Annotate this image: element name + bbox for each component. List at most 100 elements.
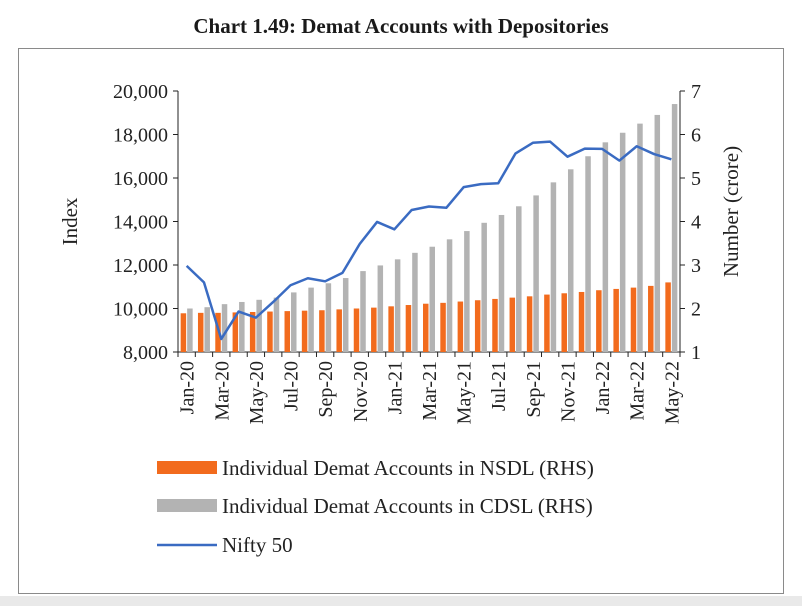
nsdl-bar <box>648 285 654 352</box>
axes-layer <box>173 90 685 357</box>
nsdl-bar <box>405 305 412 352</box>
nsdl-bar <box>301 310 308 352</box>
nsdl-bar <box>509 297 516 352</box>
cdsl-bar <box>187 308 193 352</box>
x-tick-label: Mar-22 <box>627 361 649 421</box>
nsdl-bar <box>353 308 360 352</box>
x-tick-label: Nov-21 <box>557 361 579 422</box>
nsdl-bar <box>440 302 446 352</box>
chart-frame <box>18 48 784 594</box>
legend-label: Individual Demat Accounts in CDSL (RHS) <box>222 494 593 518</box>
right-tick-label: 5 <box>691 168 701 190</box>
legend-swatch <box>157 461 217 474</box>
cdsl-bar <box>446 239 453 352</box>
legend-layer: Individual Demat Accounts in NSDL (RHS) I… <box>157 456 594 557</box>
nsdl-bar <box>492 298 498 352</box>
x-tick-label: Mar-20 <box>211 361 233 421</box>
x-tick-label: Jul-21 <box>488 361 510 411</box>
nsdl-bar <box>596 290 602 352</box>
cdsl-bar <box>464 231 470 352</box>
nsdl-bar <box>371 307 377 352</box>
right-tick-label: 3 <box>691 255 701 277</box>
cdsl-bar <box>308 287 314 352</box>
left-tick-label: 8,000 <box>123 342 168 364</box>
nsdl-bar <box>284 311 291 352</box>
x-tick-label: May-20 <box>246 361 268 424</box>
cdsl-bar <box>516 206 522 352</box>
x-tick-label: Mar-21 <box>419 361 441 421</box>
chart-title: Chart 1.49: Demat Accounts with Deposito… <box>193 14 609 38</box>
x-tick-label: Jul-20 <box>281 361 303 411</box>
cdsl-bar <box>342 278 349 352</box>
left-tick-label: 16,000 <box>113 168 168 190</box>
cdsl-bar <box>671 104 678 352</box>
cdsl-bar <box>394 259 401 352</box>
nsdl-bar <box>526 296 533 352</box>
legend-label: Nifty 50 <box>222 533 293 557</box>
nsdl-bar <box>267 311 273 352</box>
cdsl-bar <box>273 297 280 352</box>
x-tick-label: May-21 <box>454 361 476 424</box>
right-tick-label: 6 <box>691 125 701 147</box>
nsdl-bar <box>578 291 585 352</box>
cdsl-bar <box>377 265 384 352</box>
legend-swatch <box>157 499 217 512</box>
x-tick-label: Sep-21 <box>523 361 545 418</box>
left-tick-label: 10,000 <box>113 299 168 321</box>
cdsl-bar <box>585 156 591 352</box>
nsdl-bar <box>457 301 464 352</box>
cdsl-bar <box>256 299 262 352</box>
left-tick-label: 12,000 <box>113 255 168 277</box>
labels-layer: 8,000 10,000 12,000 14,000 16,000 18,000 20,00… <box>58 81 743 424</box>
bottom-strip <box>0 596 802 606</box>
cdsl-bar <box>239 301 245 352</box>
cdsl-bar <box>550 182 557 352</box>
cdsl-bar <box>533 195 539 352</box>
cdsl-bar <box>567 169 574 352</box>
cdsl-bar <box>429 246 435 352</box>
cdsl-bar <box>498 214 505 352</box>
right-tick-label: 1 <box>691 342 701 364</box>
nsdl-bar <box>336 309 342 352</box>
y-axis-left-label: Index <box>58 197 82 245</box>
cdsl-bar <box>602 142 609 352</box>
x-tick-label: Jan-21 <box>384 361 406 414</box>
right-tick-label: 2 <box>691 299 701 321</box>
legend-label: Individual Demat Accounts in NSDL (RHS) <box>222 456 594 480</box>
nsdl-bar <box>613 288 619 352</box>
x-tick-label: Sep-20 <box>315 361 337 418</box>
nsdl-bar <box>197 312 204 352</box>
cdsl-bar <box>412 252 418 352</box>
cdsl-bar <box>360 271 366 352</box>
left-tick-label: 18,000 <box>113 125 168 147</box>
nsdl-bar <box>665 282 671 352</box>
cdsl-bar <box>291 292 297 352</box>
cdsl-bar <box>654 114 661 352</box>
y-axis-right-label: Number (crore) <box>719 146 743 277</box>
right-tick-label: 7 <box>691 81 701 103</box>
x-tick-label: Jan-22 <box>592 361 614 414</box>
x-tick-label: Jan-20 <box>177 361 199 414</box>
bars-layer <box>180 104 678 352</box>
nsdl-bar <box>232 312 239 352</box>
nsdl-bar <box>423 303 429 352</box>
x-tick-label: May-22 <box>661 361 683 424</box>
cdsl-bar <box>325 283 332 352</box>
nsdl-bar <box>388 306 394 352</box>
nsdl-bar <box>474 300 481 352</box>
left-tick-label: 14,000 <box>113 212 168 234</box>
line-layer <box>185 140 672 341</box>
x-tick-label: Nov-20 <box>350 361 372 422</box>
nifty-line <box>185 140 672 341</box>
cdsl-bar <box>481 222 487 352</box>
nsdl-bar <box>249 311 256 352</box>
nsdl-bar <box>630 287 637 352</box>
nsdl-bar <box>180 313 187 352</box>
cdsl-bar <box>204 307 210 352</box>
cdsl-bar <box>637 123 643 352</box>
cdsl-bar <box>619 132 626 352</box>
nsdl-bar <box>319 310 325 352</box>
left-tick-label: 20,000 <box>113 81 168 103</box>
nsdl-bar <box>544 294 550 352</box>
